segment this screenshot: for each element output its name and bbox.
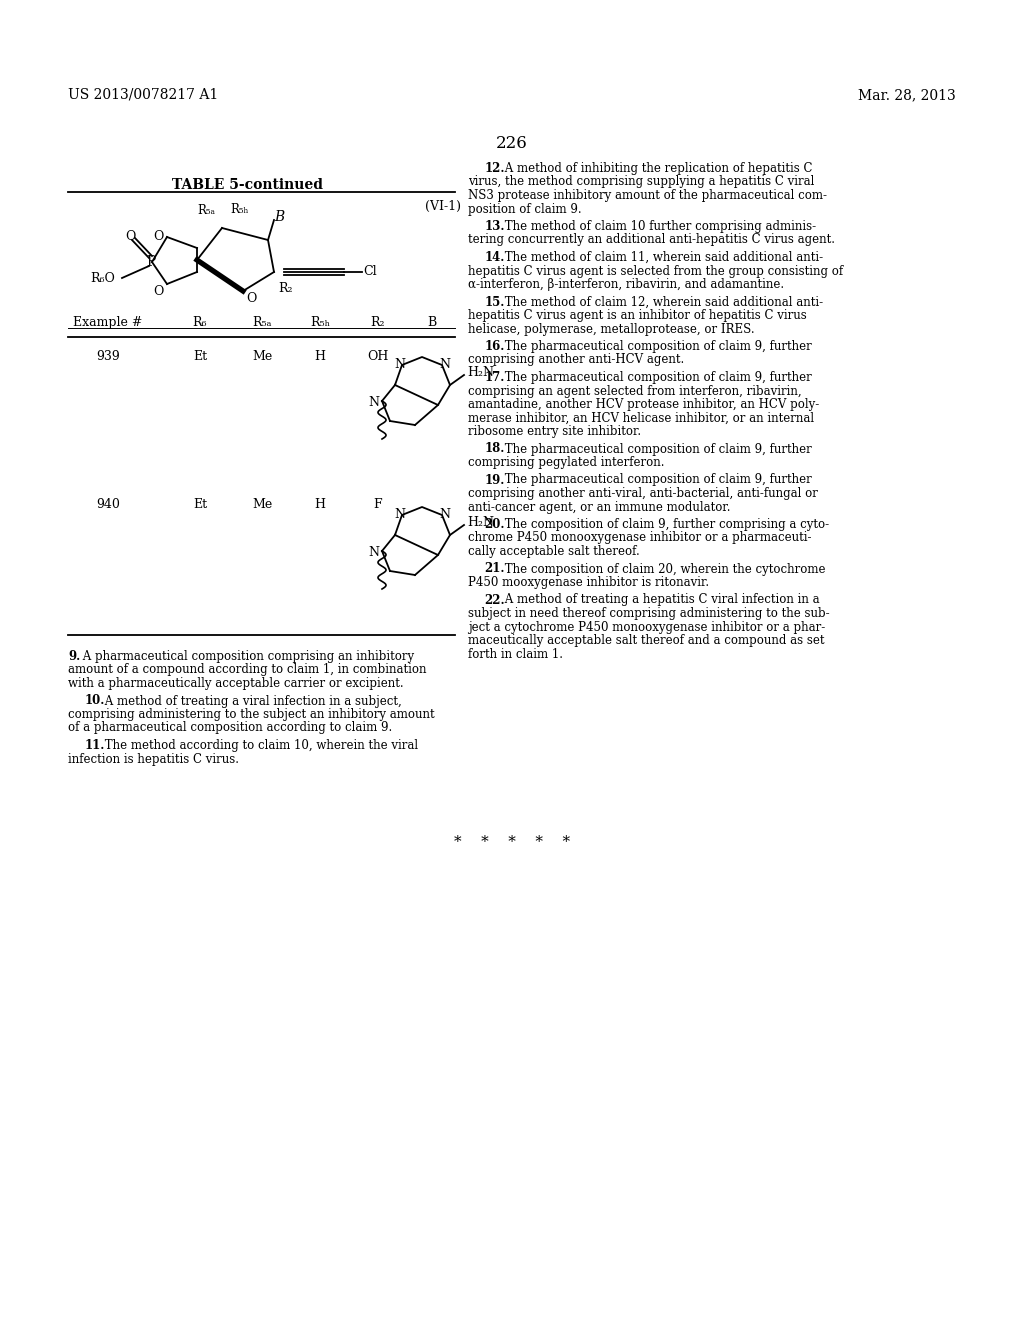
Text: P450 mooxygenase inhibitor is ritonavir.: P450 mooxygenase inhibitor is ritonavir. bbox=[468, 576, 710, 589]
Text: virus, the method comprising supplying a hepatitis C viral: virus, the method comprising supplying a… bbox=[468, 176, 814, 189]
Text: NS3 protease inhibitory amount of the pharmaceutical com-: NS3 protease inhibitory amount of the ph… bbox=[468, 189, 827, 202]
Text: comprising another anti-HCV agent.: comprising another anti-HCV agent. bbox=[468, 354, 684, 367]
Text: with a pharmaceutically acceptable carrier or excipient.: with a pharmaceutically acceptable carri… bbox=[68, 677, 403, 690]
Text: α-interferon, β-interferon, ribavirin, and adamantine.: α-interferon, β-interferon, ribavirin, a… bbox=[468, 279, 784, 290]
Text: 13.: 13. bbox=[484, 220, 505, 234]
Text: The pharmaceutical composition of claim 9, further: The pharmaceutical composition of claim … bbox=[501, 371, 812, 384]
Text: The composition of claim 9, further comprising a cyto-: The composition of claim 9, further comp… bbox=[501, 517, 829, 531]
Text: Cl: Cl bbox=[362, 265, 377, 279]
Text: O: O bbox=[153, 285, 164, 298]
Text: cally acceptable salt thereof.: cally acceptable salt thereof. bbox=[468, 545, 640, 558]
Text: 14.: 14. bbox=[484, 251, 505, 264]
Text: N: N bbox=[369, 396, 380, 409]
Text: O: O bbox=[125, 230, 135, 243]
Text: R₂: R₂ bbox=[371, 315, 385, 329]
Text: N: N bbox=[369, 546, 380, 560]
Text: R₂: R₂ bbox=[278, 282, 293, 294]
Text: of a pharmaceutical composition according to claim 9.: of a pharmaceutical composition accordin… bbox=[68, 722, 392, 734]
Text: amantadine, another HCV protease inhibitor, an HCV poly-: amantadine, another HCV protease inhibit… bbox=[468, 399, 819, 411]
Text: H₂N: H₂N bbox=[467, 367, 494, 380]
Text: B: B bbox=[427, 315, 436, 329]
Text: O: O bbox=[246, 292, 256, 305]
Text: Et: Et bbox=[193, 498, 207, 511]
Text: anti-cancer agent, or an immune modulator.: anti-cancer agent, or an immune modulato… bbox=[468, 500, 730, 513]
Text: Me: Me bbox=[252, 498, 272, 511]
Text: (VI-1): (VI-1) bbox=[425, 201, 461, 213]
Text: 12.: 12. bbox=[484, 162, 505, 176]
Text: The pharmaceutical composition of claim 9, further: The pharmaceutical composition of claim … bbox=[501, 474, 812, 487]
Text: R₆: R₆ bbox=[193, 315, 207, 329]
Text: comprising administering to the subject an inhibitory amount: comprising administering to the subject … bbox=[68, 708, 434, 721]
Text: 19.: 19. bbox=[484, 474, 505, 487]
Text: comprising pegylated interferon.: comprising pegylated interferon. bbox=[468, 455, 665, 469]
Text: forth in claim 1.: forth in claim 1. bbox=[468, 648, 563, 660]
Text: The pharmaceutical composition of claim 9, further: The pharmaceutical composition of claim … bbox=[501, 442, 812, 455]
Text: Me: Me bbox=[252, 350, 272, 363]
Text: Et: Et bbox=[193, 350, 207, 363]
Text: N: N bbox=[394, 508, 406, 521]
Text: 18.: 18. bbox=[484, 442, 505, 455]
Text: 11.: 11. bbox=[85, 739, 104, 752]
Text: R₅ₕ: R₅ₕ bbox=[230, 203, 249, 216]
Text: tering concurrently an additional anti-hepatitis C virus agent.: tering concurrently an additional anti-h… bbox=[468, 234, 835, 247]
Text: position of claim 9.: position of claim 9. bbox=[468, 202, 582, 215]
Text: H₂N: H₂N bbox=[467, 516, 494, 529]
Text: chrome P450 monooxygenase inhibitor or a pharmaceuti-: chrome P450 monooxygenase inhibitor or a… bbox=[468, 532, 811, 544]
Text: R₅ₕ: R₅ₕ bbox=[310, 315, 330, 329]
Text: Mar. 28, 2013: Mar. 28, 2013 bbox=[858, 88, 956, 102]
Text: O: O bbox=[153, 230, 164, 243]
Text: R₅ₐ: R₅ₐ bbox=[197, 205, 215, 216]
Text: B: B bbox=[274, 210, 285, 224]
Text: hepatitis C virus agent is an inhibitor of hepatitis C virus: hepatitis C virus agent is an inhibitor … bbox=[468, 309, 807, 322]
Text: 16.: 16. bbox=[484, 341, 505, 352]
Text: The method of claim 11, wherein said additional anti-: The method of claim 11, wherein said add… bbox=[501, 251, 823, 264]
Text: N: N bbox=[439, 508, 451, 521]
Text: 22.: 22. bbox=[484, 594, 505, 606]
Text: H: H bbox=[314, 498, 326, 511]
Text: *    *    *    *    *: * * * * * bbox=[454, 836, 570, 849]
Text: The method according to claim 10, wherein the viral: The method according to claim 10, wherei… bbox=[101, 739, 418, 752]
Text: R₅ₐ: R₅ₐ bbox=[252, 315, 271, 329]
Text: hepatitis C virus agent is selected from the group consisting of: hepatitis C virus agent is selected from… bbox=[468, 264, 843, 277]
Text: A method of treating a hepatitis C viral infection in a: A method of treating a hepatitis C viral… bbox=[501, 594, 819, 606]
Text: The pharmaceutical composition of claim 9, further: The pharmaceutical composition of claim … bbox=[501, 341, 812, 352]
Text: subject in need thereof comprising administering to the sub-: subject in need thereof comprising admin… bbox=[468, 607, 829, 620]
Text: The method of claim 12, wherein said additional anti-: The method of claim 12, wherein said add… bbox=[501, 296, 823, 309]
Text: amount of a compound according to claim 1, in combination: amount of a compound according to claim … bbox=[68, 664, 427, 676]
Text: comprising an agent selected from interferon, ribavirin,: comprising an agent selected from interf… bbox=[468, 384, 802, 397]
Text: helicase, polymerase, metalloprotease, or IRES.: helicase, polymerase, metalloprotease, o… bbox=[468, 322, 755, 335]
Text: The composition of claim 20, wherein the cytochrome: The composition of claim 20, wherein the… bbox=[501, 562, 825, 576]
Text: comprising another anti-viral, anti-bacterial, anti-fungal or: comprising another anti-viral, anti-bact… bbox=[468, 487, 818, 500]
Text: A method of inhibiting the replication of hepatitis C: A method of inhibiting the replication o… bbox=[501, 162, 812, 176]
Text: 226: 226 bbox=[496, 135, 528, 152]
Text: 9.: 9. bbox=[68, 649, 80, 663]
Text: N: N bbox=[439, 359, 451, 371]
Text: TABLE 5-continued: TABLE 5-continued bbox=[172, 178, 324, 191]
Text: 939: 939 bbox=[96, 350, 120, 363]
Text: 20.: 20. bbox=[484, 517, 505, 531]
Text: infection is hepatitis C virus.: infection is hepatitis C virus. bbox=[68, 752, 239, 766]
Text: The method of claim 10 further comprising adminis-: The method of claim 10 further comprisin… bbox=[501, 220, 816, 234]
Text: ribosome entry site inhibitor.: ribosome entry site inhibitor. bbox=[468, 425, 641, 438]
Text: 940: 940 bbox=[96, 498, 120, 511]
Text: A pharmaceutical composition comprising an inhibitory: A pharmaceutical composition comprising … bbox=[79, 649, 414, 663]
Text: US 2013/0078217 A1: US 2013/0078217 A1 bbox=[68, 88, 218, 102]
Text: Example #: Example # bbox=[74, 315, 142, 329]
Text: ject a cytochrome P450 monooxygenase inhibitor or a phar-: ject a cytochrome P450 monooxygenase inh… bbox=[468, 620, 825, 634]
Text: OH: OH bbox=[368, 350, 389, 363]
Text: F: F bbox=[374, 498, 382, 511]
Text: R₆O: R₆O bbox=[90, 272, 115, 285]
Text: N: N bbox=[394, 359, 406, 371]
Text: 10.: 10. bbox=[85, 694, 104, 708]
Text: A method of treating a viral infection in a subject,: A method of treating a viral infection i… bbox=[101, 694, 401, 708]
Text: 17.: 17. bbox=[484, 371, 505, 384]
Text: 15.: 15. bbox=[484, 296, 505, 309]
Text: H: H bbox=[314, 350, 326, 363]
Text: maceutically acceptable salt thereof and a compound as set: maceutically acceptable salt thereof and… bbox=[468, 634, 824, 647]
Text: P: P bbox=[146, 255, 156, 269]
Text: 21.: 21. bbox=[484, 562, 505, 576]
Text: merase inhibitor, an HCV helicase inhibitor, or an internal: merase inhibitor, an HCV helicase inhibi… bbox=[468, 412, 814, 425]
